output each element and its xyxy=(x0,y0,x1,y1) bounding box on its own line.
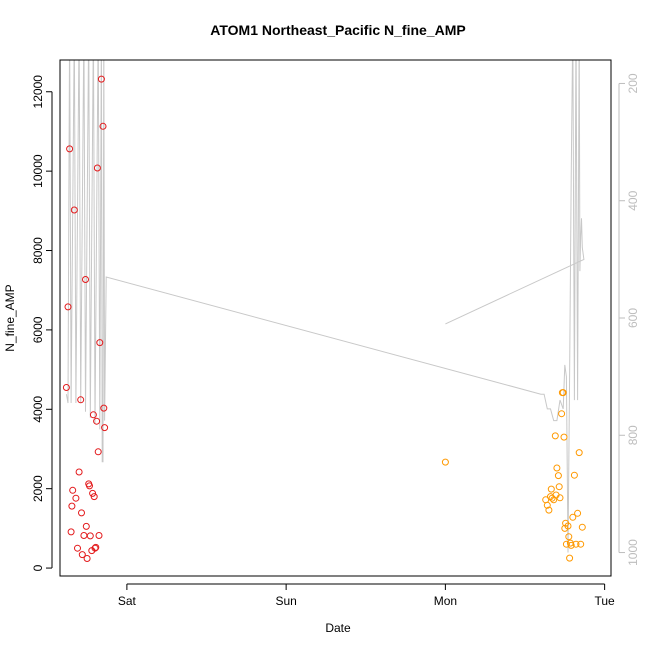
data-point-orange xyxy=(556,494,564,502)
data-point-orange xyxy=(566,554,574,562)
data-point-red xyxy=(95,532,103,539)
axes-layer: 0 2000 4000 6000 8000 10000 12000 200 400 600 800 1… xyxy=(31,73,640,608)
x-tick-label: Sat xyxy=(118,594,137,608)
data-point-orange xyxy=(565,533,573,541)
y2-tick-label: 600 xyxy=(626,308,640,328)
points-layer xyxy=(62,75,586,562)
data-point-red xyxy=(82,522,90,530)
data-point-orange xyxy=(543,501,551,509)
data-point-red xyxy=(92,543,100,551)
x-tick-label: Tue xyxy=(595,594,616,608)
y2-tick-label: 200 xyxy=(626,73,640,93)
data-point-orange xyxy=(570,471,578,479)
y-axis-label: N_fine_AMP xyxy=(3,284,17,351)
data-point-orange xyxy=(572,540,580,548)
data-point-orange xyxy=(577,540,585,548)
data-point-red xyxy=(100,404,108,412)
data-point-orange xyxy=(558,410,566,418)
data-point-red xyxy=(64,303,72,311)
data-point-red xyxy=(68,502,76,510)
y2-tick-label: 800 xyxy=(626,425,640,445)
data-point-orange xyxy=(555,483,563,491)
data-point-red xyxy=(70,206,78,214)
data-point-red xyxy=(72,494,80,502)
data-point-orange xyxy=(545,506,553,514)
data-point-orange xyxy=(569,513,577,521)
data-point-red xyxy=(80,532,88,539)
y-tick-label: 8000 xyxy=(31,237,45,264)
data-point-red xyxy=(97,75,105,83)
y-tick-label: 6000 xyxy=(31,316,45,343)
data-point-red xyxy=(94,448,102,456)
x-tick-label: Mon xyxy=(434,594,457,608)
data-point-red xyxy=(74,544,81,552)
data-point-red xyxy=(78,509,85,517)
y-tick-label: 10000 xyxy=(31,154,45,188)
data-point-orange xyxy=(547,485,555,493)
data-point-orange xyxy=(567,541,575,549)
data-point-orange xyxy=(562,540,570,548)
y-tick-label: 4000 xyxy=(31,396,45,423)
data-point-red xyxy=(75,468,83,476)
data-point-red xyxy=(86,482,93,490)
data-point-red xyxy=(101,424,109,432)
y2-tick-label: 1000 xyxy=(626,539,640,566)
data-point-red xyxy=(93,164,101,172)
x-tick-label: Sun xyxy=(275,594,296,608)
data-point-red xyxy=(77,396,85,404)
data-point-red xyxy=(82,276,89,283)
x-axis-label: Date xyxy=(325,621,351,635)
data-point-orange xyxy=(578,523,586,531)
data-point-orange xyxy=(554,472,562,480)
data-point-red xyxy=(86,532,94,540)
data-point-orange xyxy=(560,433,568,441)
data-point-red xyxy=(99,122,107,130)
y-tick-label: 2000 xyxy=(31,475,45,502)
right-axis-line-layer xyxy=(65,60,585,553)
y2-tick-label: 400 xyxy=(626,190,640,210)
data-point-orange xyxy=(441,458,449,466)
data-point-red xyxy=(67,528,75,536)
data-point-orange xyxy=(548,494,556,502)
data-point-orange xyxy=(575,449,583,457)
chart-title: ATOM1 Northeast_Pacific N_fine_AMP xyxy=(210,22,465,38)
data-point-red xyxy=(78,551,86,559)
data-point-orange xyxy=(564,522,572,530)
data-point-red xyxy=(89,411,97,419)
plot-frame xyxy=(59,59,612,577)
depth-line xyxy=(65,60,585,553)
data-point-red xyxy=(96,339,104,347)
y-tick-label: 0 xyxy=(31,564,45,571)
data-point-orange xyxy=(574,509,582,517)
data-point-red xyxy=(62,384,70,391)
data-point-red xyxy=(93,417,101,425)
y-tick-label: 12000 xyxy=(31,75,45,109)
data-point-red xyxy=(90,493,98,501)
data-point-orange xyxy=(559,389,567,397)
data-point-red xyxy=(66,145,74,153)
data-point-red xyxy=(83,555,91,562)
data-point-orange xyxy=(553,464,561,472)
data-point-orange xyxy=(551,432,559,440)
data-point-red xyxy=(69,486,77,494)
data-point-red xyxy=(91,544,99,552)
